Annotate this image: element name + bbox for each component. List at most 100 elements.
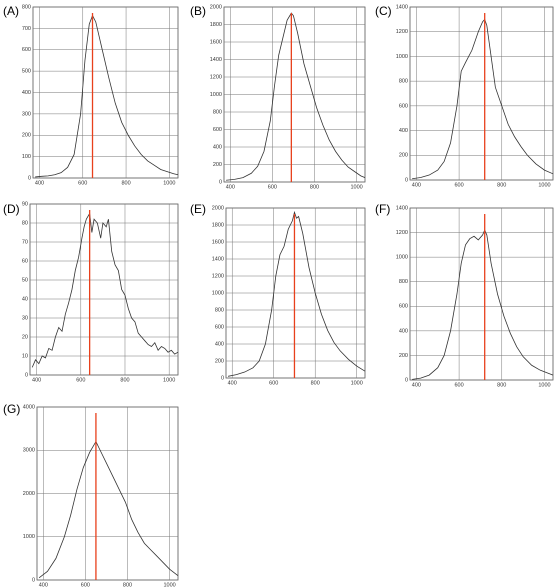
y-tick-label: 1200 bbox=[396, 230, 408, 236]
y-tick-label: 800 bbox=[213, 109, 222, 115]
y-tick-label: 100 bbox=[22, 154, 31, 160]
y-tick-label: 0 bbox=[25, 372, 28, 378]
plot-area bbox=[29, 203, 179, 376]
x-tick-label: 400 bbox=[412, 382, 421, 388]
y-tick-label: 600 bbox=[399, 103, 408, 109]
x-tick-label: 1000 bbox=[163, 582, 175, 588]
panel-label: (E) bbox=[190, 202, 206, 216]
y-tick-label: 0 bbox=[405, 377, 408, 383]
y-tick-label: 2000 bbox=[212, 205, 224, 211]
y-tick-label: 400 bbox=[399, 328, 408, 334]
x-tick-label: 600 bbox=[269, 380, 278, 386]
x-tick-label: 800 bbox=[121, 180, 130, 186]
y-tick-label: 3000 bbox=[23, 448, 35, 454]
y-tick-label: 0 bbox=[28, 175, 31, 181]
y-tick-label: 1200 bbox=[212, 273, 224, 279]
panel-label: (A) bbox=[3, 4, 19, 18]
y-tick-label: 1200 bbox=[396, 29, 408, 35]
y-tick-label: 200 bbox=[213, 162, 222, 168]
y-tick-label: 200 bbox=[399, 153, 408, 159]
y-tick-label: 1400 bbox=[396, 4, 408, 10]
y-tick-label: 1800 bbox=[210, 22, 222, 28]
y-tick-label: 30 bbox=[22, 315, 28, 321]
y-tick-label: 1400 bbox=[396, 205, 408, 211]
y-tick-label: 400 bbox=[399, 128, 408, 134]
y-tick-label: 700 bbox=[22, 26, 31, 32]
x-tick-label: 600 bbox=[76, 377, 85, 383]
y-tick-label: 1000 bbox=[396, 54, 408, 60]
y-tick-label: 90 bbox=[22, 201, 28, 207]
data-line bbox=[412, 229, 554, 380]
panel-label: (B) bbox=[190, 4, 206, 18]
y-tick-label: 200 bbox=[22, 133, 31, 139]
x-tick-label: 400 bbox=[39, 582, 48, 588]
x-tick-label: 600 bbox=[454, 382, 463, 388]
x-tick-label: 800 bbox=[497, 182, 506, 188]
y-tick-label: 1400 bbox=[212, 256, 224, 262]
y-tick-label: 600 bbox=[213, 127, 222, 133]
y-tick-label: 0 bbox=[32, 577, 35, 583]
x-tick-label: 1000 bbox=[163, 180, 175, 186]
y-tick-label: 200 bbox=[215, 358, 224, 364]
y-tick-label: 80 bbox=[22, 220, 28, 226]
y-tick-label: 0 bbox=[405, 177, 408, 183]
y-tick-label: 800 bbox=[215, 307, 224, 313]
y-tick-label: 1000 bbox=[212, 290, 224, 296]
panel-label: (D) bbox=[3, 202, 20, 216]
panel-label: (C) bbox=[375, 4, 392, 18]
x-tick-label: 800 bbox=[120, 377, 129, 383]
y-tick-label: 1800 bbox=[212, 222, 224, 228]
y-tick-label: 70 bbox=[22, 239, 28, 245]
y-tick-label: 4000 bbox=[23, 404, 35, 410]
y-tick-label: 400 bbox=[22, 90, 31, 96]
y-tick-label: 1600 bbox=[210, 39, 222, 45]
y-tick-label: 60 bbox=[22, 258, 28, 264]
x-tick-label: 1000 bbox=[163, 377, 175, 383]
x-tick-label: 400 bbox=[32, 377, 41, 383]
y-tick-label: 2000 bbox=[23, 491, 35, 497]
x-tick-label: 800 bbox=[123, 582, 132, 588]
y-tick-label: 800 bbox=[22, 4, 31, 10]
y-tick-label: 1000 bbox=[210, 92, 222, 98]
y-tick-label: 300 bbox=[22, 111, 31, 117]
x-tick-label: 400 bbox=[226, 184, 235, 190]
y-tick-label: 600 bbox=[399, 304, 408, 310]
x-tick-label: 1000 bbox=[538, 182, 550, 188]
y-tick-label: 1000 bbox=[396, 255, 408, 261]
y-tick-label: 400 bbox=[213, 144, 222, 150]
x-tick-label: 400 bbox=[35, 180, 44, 186]
x-tick-label: 600 bbox=[78, 180, 87, 186]
panel-label: (F) bbox=[375, 202, 390, 216]
x-tick-label: 400 bbox=[412, 182, 421, 188]
x-tick-label: 1000 bbox=[350, 184, 362, 190]
x-tick-label: 400 bbox=[228, 380, 237, 386]
data-line bbox=[412, 18, 554, 180]
data-line bbox=[31, 212, 179, 368]
y-tick-label: 20 bbox=[22, 334, 28, 340]
x-tick-label: 600 bbox=[268, 184, 277, 190]
y-tick-label: 2000 bbox=[210, 4, 222, 10]
y-tick-label: 500 bbox=[22, 69, 31, 75]
y-tick-label: 1600 bbox=[212, 239, 224, 245]
y-tick-label: 200 bbox=[399, 353, 408, 359]
data-line bbox=[38, 440, 179, 579]
panel-label: (G) bbox=[3, 402, 20, 416]
x-tick-label: 1000 bbox=[538, 382, 550, 388]
x-tick-label: 800 bbox=[497, 382, 506, 388]
y-tick-label: 800 bbox=[399, 279, 408, 285]
x-tick-label: 800 bbox=[310, 184, 319, 190]
y-tick-label: 10 bbox=[22, 353, 28, 359]
y-tick-label: 1000 bbox=[23, 534, 35, 540]
y-tick-label: 0 bbox=[221, 375, 224, 381]
y-tick-label: 600 bbox=[215, 324, 224, 330]
y-tick-label: 0 bbox=[219, 179, 222, 185]
y-tick-label: 40 bbox=[22, 296, 28, 302]
y-tick-label: 400 bbox=[215, 341, 224, 347]
y-tick-label: 50 bbox=[22, 277, 28, 283]
y-tick-label: 800 bbox=[399, 79, 408, 85]
x-tick-label: 600 bbox=[81, 582, 90, 588]
data-line bbox=[35, 14, 179, 178]
y-tick-label: 1200 bbox=[210, 74, 222, 80]
data-line bbox=[227, 210, 366, 377]
